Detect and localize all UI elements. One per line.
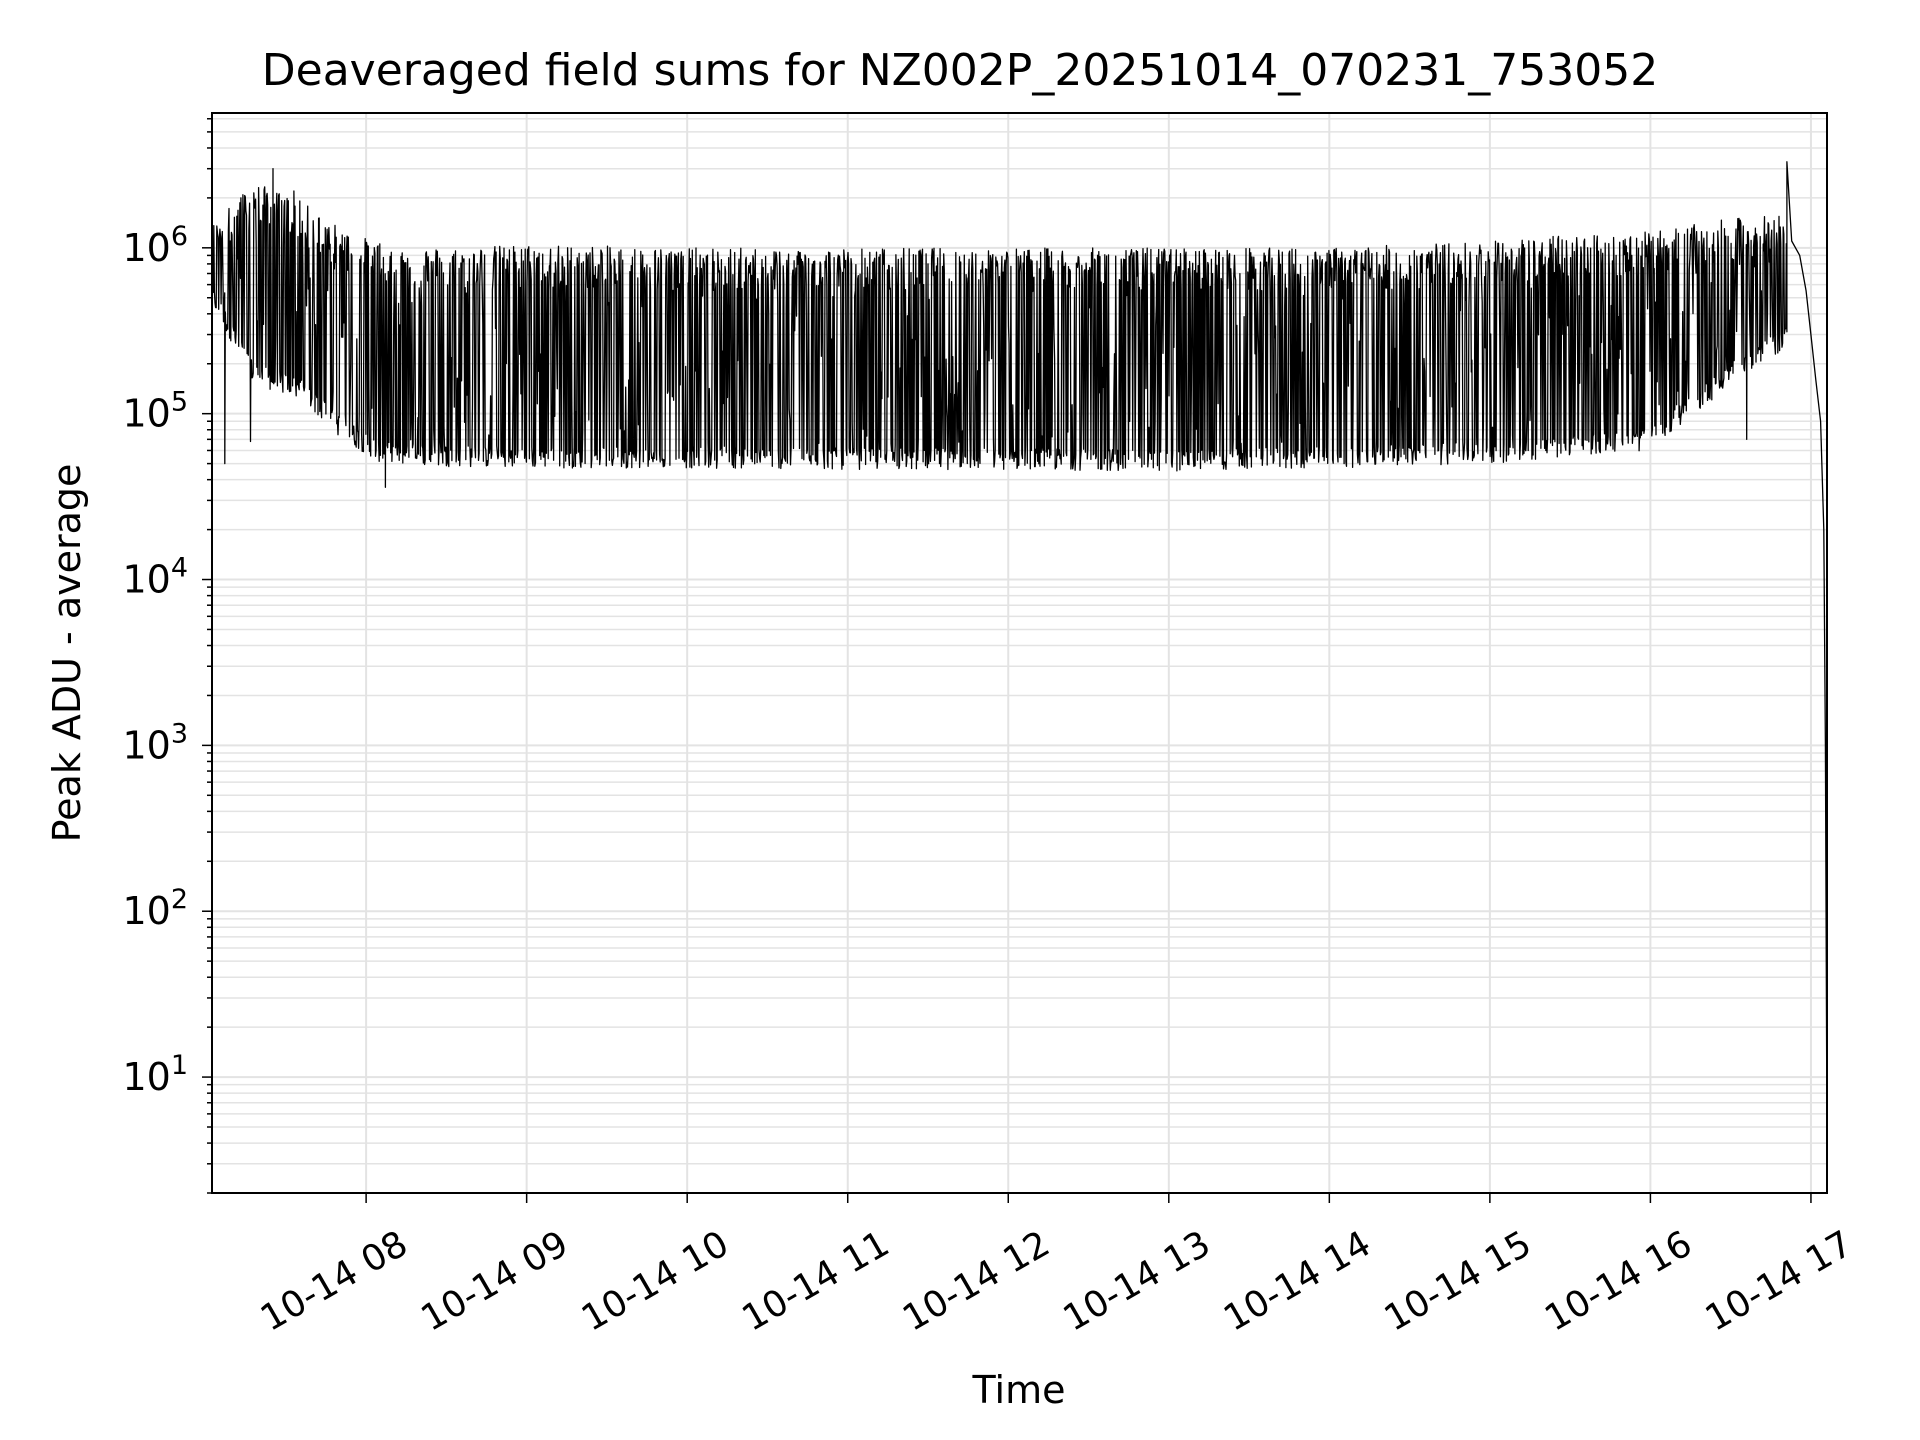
y-axis-label: Peak ADU - average — [45, 464, 89, 843]
y-tick-label: 102 — [122, 884, 188, 933]
x-axis-label: Time — [972, 1368, 1066, 1412]
y-tick-label: 101 — [122, 1050, 188, 1099]
chart-title: Deaveraged field sums for NZ002P_2025101… — [262, 45, 1658, 96]
series-line — [211, 161, 1828, 1147]
y-tick-label: 104 — [122, 553, 188, 602]
series-layer — [211, 161, 1828, 1147]
plot-frame — [211, 112, 1828, 1194]
y-tick-label: 103 — [122, 718, 188, 767]
plot-area — [211, 113, 1828, 1194]
y-axis: 101 102 103 104 105 106 — [122, 118, 212, 1194]
y-tick-label: 106 — [122, 221, 188, 270]
y-tick-label: 105 — [122, 387, 188, 436]
